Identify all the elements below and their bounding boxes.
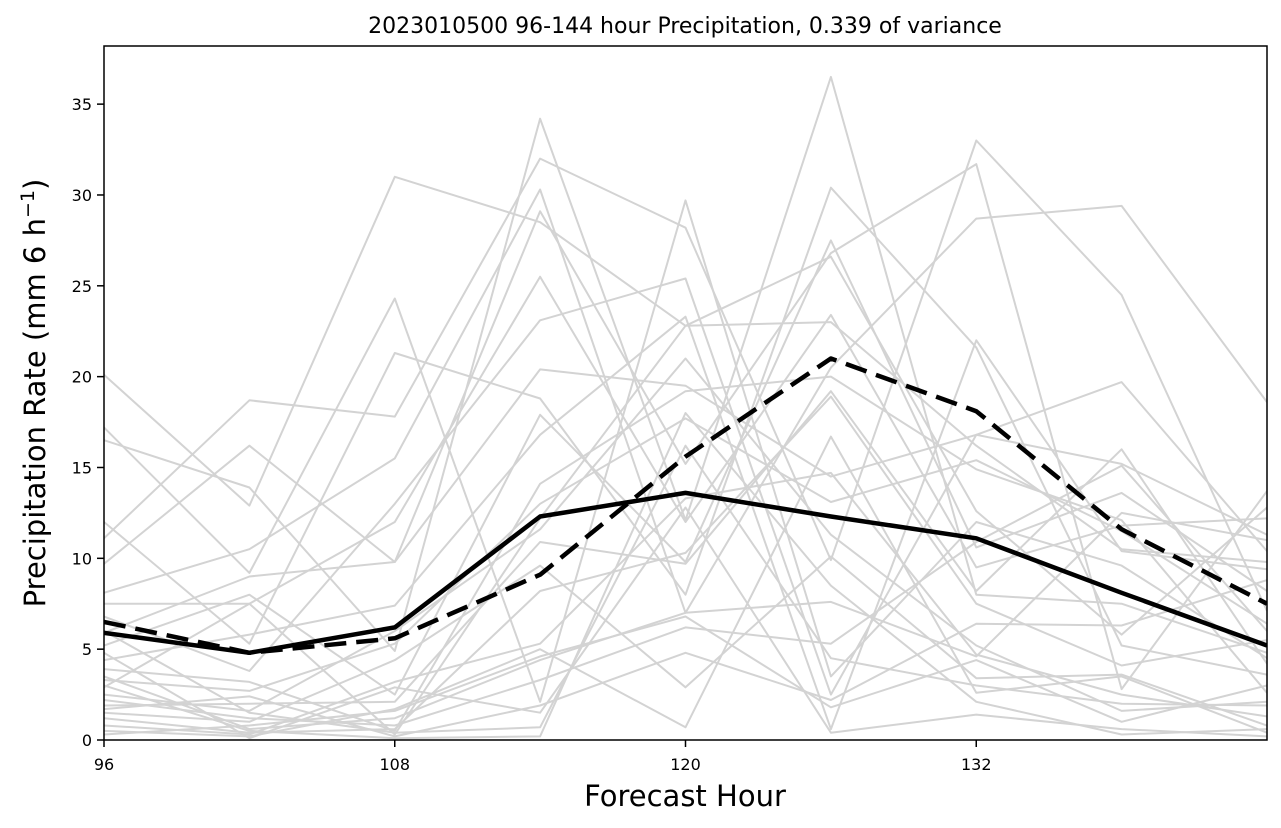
y-axis-ticks: 0 5 10 15 20 25 30 35 <box>72 95 104 750</box>
x-axis-label: Forecast Hour <box>584 779 786 813</box>
ensemble-member-line-4 <box>104 186 1267 676</box>
ensemble-member-line-12 <box>104 315 1267 731</box>
ensemble-member-line-18 <box>104 555 1267 727</box>
y-tick-label: 25 <box>72 277 92 296</box>
ensemble-member-line-8 <box>104 275 1267 605</box>
y-axis-label-superscript: −1 <box>17 190 39 218</box>
highlight-lines <box>104 356 1267 656</box>
x-tick-label: 120 <box>670 755 701 774</box>
y-tick-label: 5 <box>82 640 92 659</box>
y-tick-label: 0 <box>82 731 92 750</box>
y-tick-label: 20 <box>72 368 92 387</box>
x-tick-label: 96 <box>94 755 114 774</box>
x-tick-label: 132 <box>961 755 992 774</box>
y-tick-label: 15 <box>72 458 92 477</box>
y-tick-label: 10 <box>72 549 92 568</box>
ensemble-member-line-3 <box>104 75 1267 654</box>
ensemble-member-line-19 <box>104 395 1267 734</box>
ensemble-member-line-14 <box>104 417 1267 692</box>
ensemble-member-line-16 <box>104 357 1267 712</box>
chart-title: 2023010500 96-144 hour Precipitation, 0.… <box>368 14 1002 39</box>
x-axis-ticks: 96 108 120 132 <box>94 740 992 774</box>
ensemble-member-line-5 <box>104 139 1267 612</box>
ensemble-member-line-25 <box>104 579 1267 738</box>
solid-mean-line <box>104 490 1267 656</box>
ensemble-member-line-11 <box>104 239 1267 696</box>
ensemble-member-line-27 <box>104 444 1267 734</box>
x-tick-label: 108 <box>379 755 410 774</box>
ensemble-member-line-13 <box>104 375 1267 732</box>
y-axis-label-close: ) <box>18 179 52 190</box>
ensemble-member-line-7 <box>104 188 1267 614</box>
ensemble-member-line-17 <box>104 390 1267 707</box>
y-tick-label: 30 <box>72 186 92 205</box>
ensemble-member-line-15 <box>104 255 1267 736</box>
ensemble-member-line-28 <box>104 412 1267 740</box>
ensemble-member-line-2 <box>104 199 1267 703</box>
ensemble-lines <box>104 75 1267 740</box>
y-axis-label: Precipitation Rate (mm 6 h−1) <box>17 179 52 608</box>
ensemble-member-line-21 <box>104 435 1267 738</box>
ensemble-member-line-9 <box>104 277 1267 696</box>
y-axis-label-main: Precipitation Rate (mm 6 h <box>18 218 52 607</box>
ensemble-member-line-23 <box>104 511 1267 731</box>
dashed-mean-line <box>104 356 1267 656</box>
ensemble-member-line-6 <box>104 163 1267 691</box>
y-tick-label: 35 <box>72 95 92 114</box>
ensemble-member-line-10 <box>104 368 1267 634</box>
